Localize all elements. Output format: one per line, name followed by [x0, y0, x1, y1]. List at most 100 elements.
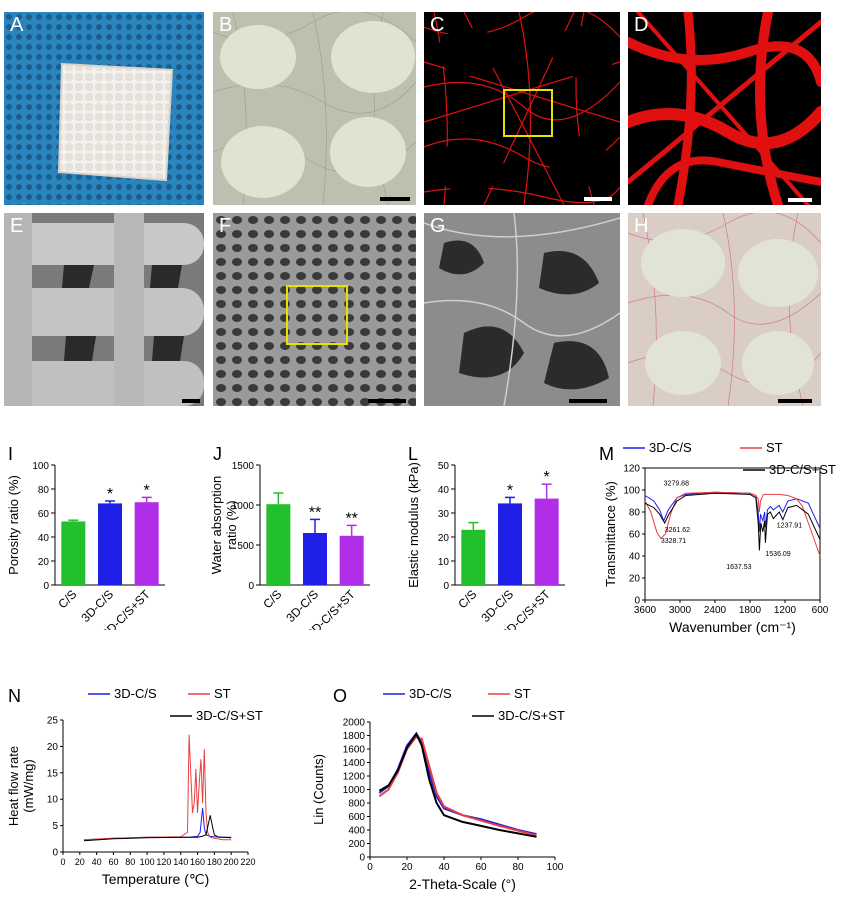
x-tick-label: 3600 — [634, 605, 657, 616]
panel-label: D — [634, 14, 649, 36]
panel-f-sem: F — [213, 213, 416, 406]
legend-label: 3D-C/S+ST — [196, 708, 263, 723]
y-tick-label: 40 — [38, 533, 50, 544]
legend-label: 3D-C/S+ST — [498, 708, 565, 723]
legend-label: ST — [514, 686, 531, 701]
y-tick-label: 0 — [634, 596, 640, 607]
y-axis-label: ratio (%) — [224, 500, 239, 549]
y-tick-label: 100 — [32, 461, 49, 472]
series-line — [378, 731, 537, 836]
y-axis-label: Lin (Counts) — [311, 754, 326, 825]
y-tick-label: 20 — [438, 533, 450, 544]
x-tick-label: 80 — [512, 862, 524, 873]
y-tick-label: 100 — [623, 486, 640, 497]
chart-panel-label: N — [8, 686, 21, 706]
y-tick-label: 80 — [38, 485, 50, 496]
x-tick-label: 100 — [140, 857, 155, 867]
panel-g-image — [424, 213, 620, 406]
y-tick-label: 800 — [348, 799, 365, 810]
y-tick-label: 20 — [629, 574, 641, 585]
series-line — [83, 734, 232, 841]
panel-d-fluorescence-zoom: D — [628, 12, 821, 205]
chart-panel-label: M — [599, 444, 614, 464]
x-tick-label: 60 — [108, 857, 118, 867]
y-tick-label: 1000 — [232, 501, 255, 512]
y-tick-label: 600 — [348, 812, 365, 823]
x-tick-label: 0 — [367, 862, 373, 873]
scale-bar — [380, 197, 410, 201]
y-axis-label: Porosity ratio (%) — [6, 475, 21, 575]
x-tick-label: 40 — [438, 862, 450, 873]
x-tick-label: 180 — [207, 857, 222, 867]
panel-a-scaffold-photo: A — [4, 12, 204, 205]
bar — [134, 502, 159, 585]
zoom-region-box — [286, 285, 348, 345]
y-tick-label: 0 — [248, 581, 254, 592]
y-tick-label: 500 — [237, 541, 254, 552]
y-tick-label: 15 — [47, 768, 59, 779]
bar — [98, 503, 122, 585]
x-tick-label: 20 — [75, 857, 85, 867]
panel-label: H — [634, 215, 649, 237]
panel-label: G — [430, 215, 446, 237]
y-tick-label: 1500 — [232, 461, 255, 472]
y-tick-label: 1800 — [343, 731, 366, 742]
scale-bar — [778, 399, 812, 403]
x-tick-label: 20 — [401, 862, 413, 873]
peak-annotation: 3279.88 — [664, 481, 689, 488]
y-tick-label: 400 — [348, 826, 365, 837]
y-tick-label: 2000 — [343, 718, 366, 729]
panel-label: E — [10, 215, 24, 237]
scale-bar — [569, 399, 607, 403]
y-tick-label: 0 — [359, 853, 365, 864]
x-tick-label: C/S — [455, 587, 479, 611]
legend-label: ST — [766, 440, 783, 455]
x-axis-label: 2-Theta-Scale (°) — [409, 876, 516, 892]
x-axis-label: Temperature (℃) — [102, 871, 210, 887]
y-axis-label: Water absorption — [209, 476, 224, 575]
legend-label: 3D-C/S — [114, 686, 157, 701]
legend-label: 3D-C/S — [409, 686, 452, 701]
y-tick-label: 0 — [443, 581, 449, 592]
series-line — [644, 491, 821, 557]
y-tick-label: 0 — [52, 848, 58, 859]
y-tick-label: 0 — [43, 581, 49, 592]
x-tick-label: 1800 — [739, 605, 762, 616]
y-tick-label: 60 — [38, 509, 50, 520]
significance-mark: * — [544, 469, 550, 486]
chart-water-absorption: J 0 500 1000 1500 Water absorption ratio (%) C/… — [209, 444, 370, 630]
y-axis-label: (mW/mg) — [21, 759, 36, 812]
bar — [61, 521, 86, 585]
y-tick-label: 25 — [47, 716, 59, 727]
y-axis-label: Heat flow rate — [6, 746, 21, 826]
x-tick-label: 60 — [475, 862, 487, 873]
chart-xrd: 0 20 40 60 80 1000200400600800100012001400160… — [311, 686, 565, 892]
peak-annotation: 1536.09 — [765, 551, 790, 558]
y-tick-label: 1600 — [343, 745, 366, 756]
series-line — [83, 815, 232, 842]
legend-label: 3D-C/S — [649, 440, 692, 455]
chart-dsc: 0 20 40 60 80 100 120 140 160 180 200 220 0 5 10 15 20 25… — [6, 686, 263, 887]
x-tick-label: 80 — [125, 857, 135, 867]
panel-b-micrograph: B — [213, 12, 416, 205]
series-line — [378, 732, 537, 838]
bar — [534, 498, 559, 585]
legend-label: ST — [214, 686, 231, 701]
x-axis-label: Wavenumber (cm⁻¹) — [669, 619, 796, 635]
chart-ftir: 3600 3000 2400 1800 1200 600 0 20 40 60 80 100 120 Wa… — [599, 440, 836, 635]
y-tick-label: 1400 — [343, 758, 366, 769]
x-tick-label: 220 — [240, 857, 255, 867]
y-tick-label: 40 — [438, 485, 450, 496]
y-tick-label: 120 — [623, 464, 640, 475]
series-line — [644, 492, 821, 551]
significance-mark: * — [107, 486, 113, 503]
x-tick-label: 600 — [812, 605, 829, 616]
bar — [303, 533, 327, 585]
chart-panel-label: J — [213, 444, 222, 464]
y-axis-label: Transmittance (%) — [603, 481, 618, 587]
x-tick-label: 120 — [156, 857, 171, 867]
panel-a-image — [4, 12, 204, 205]
chart-panel-label: O — [333, 686, 347, 706]
